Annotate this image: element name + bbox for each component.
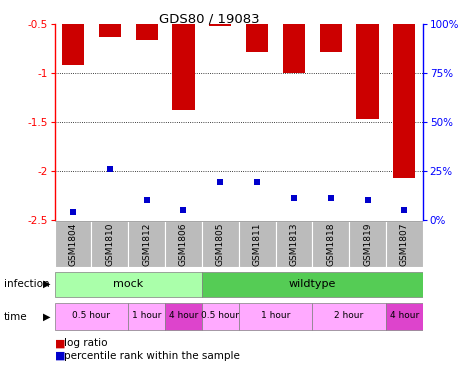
Bar bbox=[62, 24, 84, 65]
Text: 0.5 hour: 0.5 hour bbox=[72, 311, 110, 320]
Bar bbox=[313, 303, 386, 330]
Text: ■: ■ bbox=[55, 351, 65, 361]
Text: ▶: ▶ bbox=[43, 311, 50, 322]
Text: mock: mock bbox=[113, 279, 143, 289]
Text: GSM1806: GSM1806 bbox=[179, 223, 188, 266]
Text: GSM1805: GSM1805 bbox=[216, 223, 225, 266]
Bar bbox=[202, 303, 238, 330]
Text: GSM1804: GSM1804 bbox=[68, 223, 77, 266]
Text: ▶: ▶ bbox=[43, 279, 50, 289]
Text: infection: infection bbox=[4, 279, 49, 289]
Bar bbox=[276, 221, 313, 267]
Bar bbox=[55, 221, 91, 267]
Bar bbox=[202, 272, 423, 297]
Text: GSM1812: GSM1812 bbox=[142, 223, 151, 266]
Text: 1 hour: 1 hour bbox=[132, 311, 162, 320]
Bar bbox=[246, 24, 268, 52]
Text: 1 hour: 1 hour bbox=[261, 311, 290, 320]
Text: 0.5 hour: 0.5 hour bbox=[201, 311, 239, 320]
Text: GSM1810: GSM1810 bbox=[105, 223, 114, 266]
Bar bbox=[128, 303, 165, 330]
Text: 4 hour: 4 hour bbox=[169, 311, 198, 320]
Text: GSM1811: GSM1811 bbox=[253, 223, 262, 266]
Bar bbox=[393, 24, 415, 178]
Bar bbox=[386, 221, 423, 267]
Bar bbox=[313, 221, 349, 267]
Bar bbox=[91, 221, 128, 267]
Bar bbox=[356, 24, 379, 119]
Text: GSM1813: GSM1813 bbox=[289, 223, 298, 266]
Text: log ratio: log ratio bbox=[64, 338, 108, 348]
Text: GDS80 / 19083: GDS80 / 19083 bbox=[159, 13, 259, 26]
Bar bbox=[209, 24, 231, 26]
Bar bbox=[136, 24, 158, 40]
Bar bbox=[172, 24, 195, 110]
Bar bbox=[128, 221, 165, 267]
Bar bbox=[386, 303, 423, 330]
Text: time: time bbox=[4, 311, 28, 322]
Bar bbox=[165, 221, 202, 267]
Bar bbox=[283, 24, 305, 73]
Text: wildtype: wildtype bbox=[289, 279, 336, 289]
Bar bbox=[320, 24, 342, 52]
Bar bbox=[55, 272, 202, 297]
Bar bbox=[165, 303, 202, 330]
Text: 2 hour: 2 hour bbox=[334, 311, 364, 320]
Bar bbox=[99, 24, 121, 37]
Bar bbox=[202, 221, 238, 267]
Text: GSM1807: GSM1807 bbox=[400, 223, 409, 266]
Text: ■: ■ bbox=[55, 338, 65, 348]
Bar bbox=[55, 303, 128, 330]
Text: GSM1819: GSM1819 bbox=[363, 223, 372, 266]
Text: percentile rank within the sample: percentile rank within the sample bbox=[64, 351, 240, 361]
Text: 4 hour: 4 hour bbox=[390, 311, 419, 320]
Bar bbox=[238, 221, 276, 267]
Text: GSM1818: GSM1818 bbox=[326, 223, 335, 266]
Bar bbox=[238, 303, 313, 330]
Bar bbox=[349, 221, 386, 267]
